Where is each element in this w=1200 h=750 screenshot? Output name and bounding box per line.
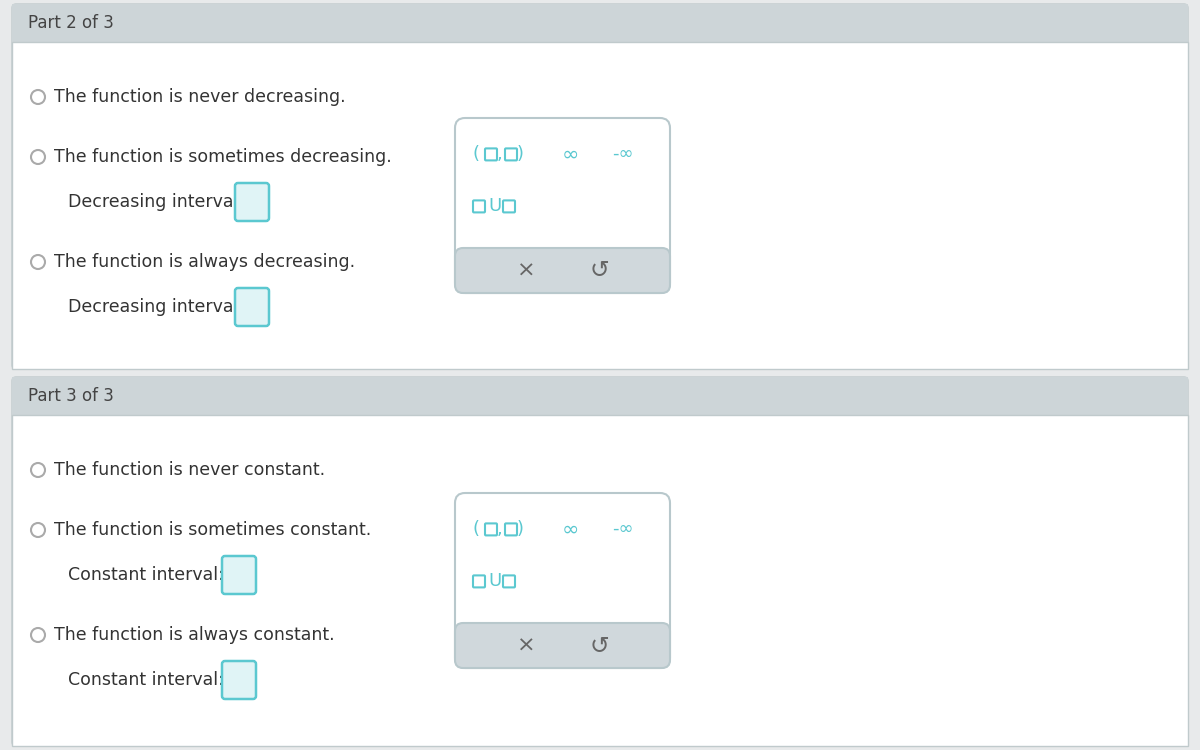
FancyBboxPatch shape — [503, 200, 515, 212]
FancyBboxPatch shape — [235, 288, 269, 326]
FancyBboxPatch shape — [485, 148, 497, 160]
FancyBboxPatch shape — [12, 4, 1188, 369]
Text: ): ) — [517, 520, 524, 538]
Text: Constant interval:: Constant interval: — [68, 671, 224, 689]
FancyBboxPatch shape — [505, 148, 517, 160]
Text: The function is sometimes constant.: The function is sometimes constant. — [54, 521, 371, 539]
Text: ,: , — [497, 146, 503, 164]
FancyBboxPatch shape — [455, 248, 670, 293]
Bar — [12, 377, 1188, 415]
FancyBboxPatch shape — [485, 524, 497, 536]
FancyBboxPatch shape — [455, 493, 670, 668]
Text: ↺: ↺ — [589, 634, 608, 658]
FancyBboxPatch shape — [473, 200, 485, 212]
Text: Part 2 of 3: Part 2 of 3 — [28, 14, 114, 32]
FancyBboxPatch shape — [505, 524, 517, 536]
Bar — [12, 42, 1188, 369]
Text: ↺: ↺ — [589, 259, 608, 283]
Text: The function is never constant.: The function is never constant. — [54, 461, 325, 479]
Text: ×: × — [517, 260, 535, 280]
Text: The function is always decreasing.: The function is always decreasing. — [54, 253, 355, 271]
Text: Decreasing interval:: Decreasing interval: — [68, 298, 244, 316]
Text: U: U — [488, 197, 502, 215]
Text: The function is never decreasing.: The function is never decreasing. — [54, 88, 346, 106]
Text: ∞: ∞ — [562, 520, 578, 539]
Text: (: ( — [473, 146, 480, 164]
FancyBboxPatch shape — [455, 623, 670, 668]
Text: ): ) — [517, 146, 524, 164]
Text: U: U — [488, 572, 502, 590]
Text: ∞: ∞ — [562, 145, 578, 164]
FancyBboxPatch shape — [222, 661, 256, 699]
Bar — [12, 415, 1188, 746]
Text: The function is sometimes decreasing.: The function is sometimes decreasing. — [54, 148, 391, 166]
FancyBboxPatch shape — [503, 575, 515, 587]
Text: ×: × — [517, 635, 535, 656]
FancyBboxPatch shape — [473, 575, 485, 587]
FancyBboxPatch shape — [455, 118, 670, 293]
Bar — [12, 4, 1188, 42]
FancyBboxPatch shape — [235, 183, 269, 221]
Text: Part 3 of 3: Part 3 of 3 — [28, 387, 114, 405]
Text: -∞: -∞ — [612, 146, 634, 164]
Text: Constant interval:: Constant interval: — [68, 566, 224, 584]
Text: Decreasing interval:: Decreasing interval: — [68, 193, 244, 211]
FancyBboxPatch shape — [12, 377, 1188, 746]
Text: (: ( — [473, 520, 480, 538]
Text: The function is always constant.: The function is always constant. — [54, 626, 335, 644]
Text: ,: , — [497, 520, 503, 538]
FancyBboxPatch shape — [222, 556, 256, 594]
Text: -∞: -∞ — [612, 520, 634, 538]
